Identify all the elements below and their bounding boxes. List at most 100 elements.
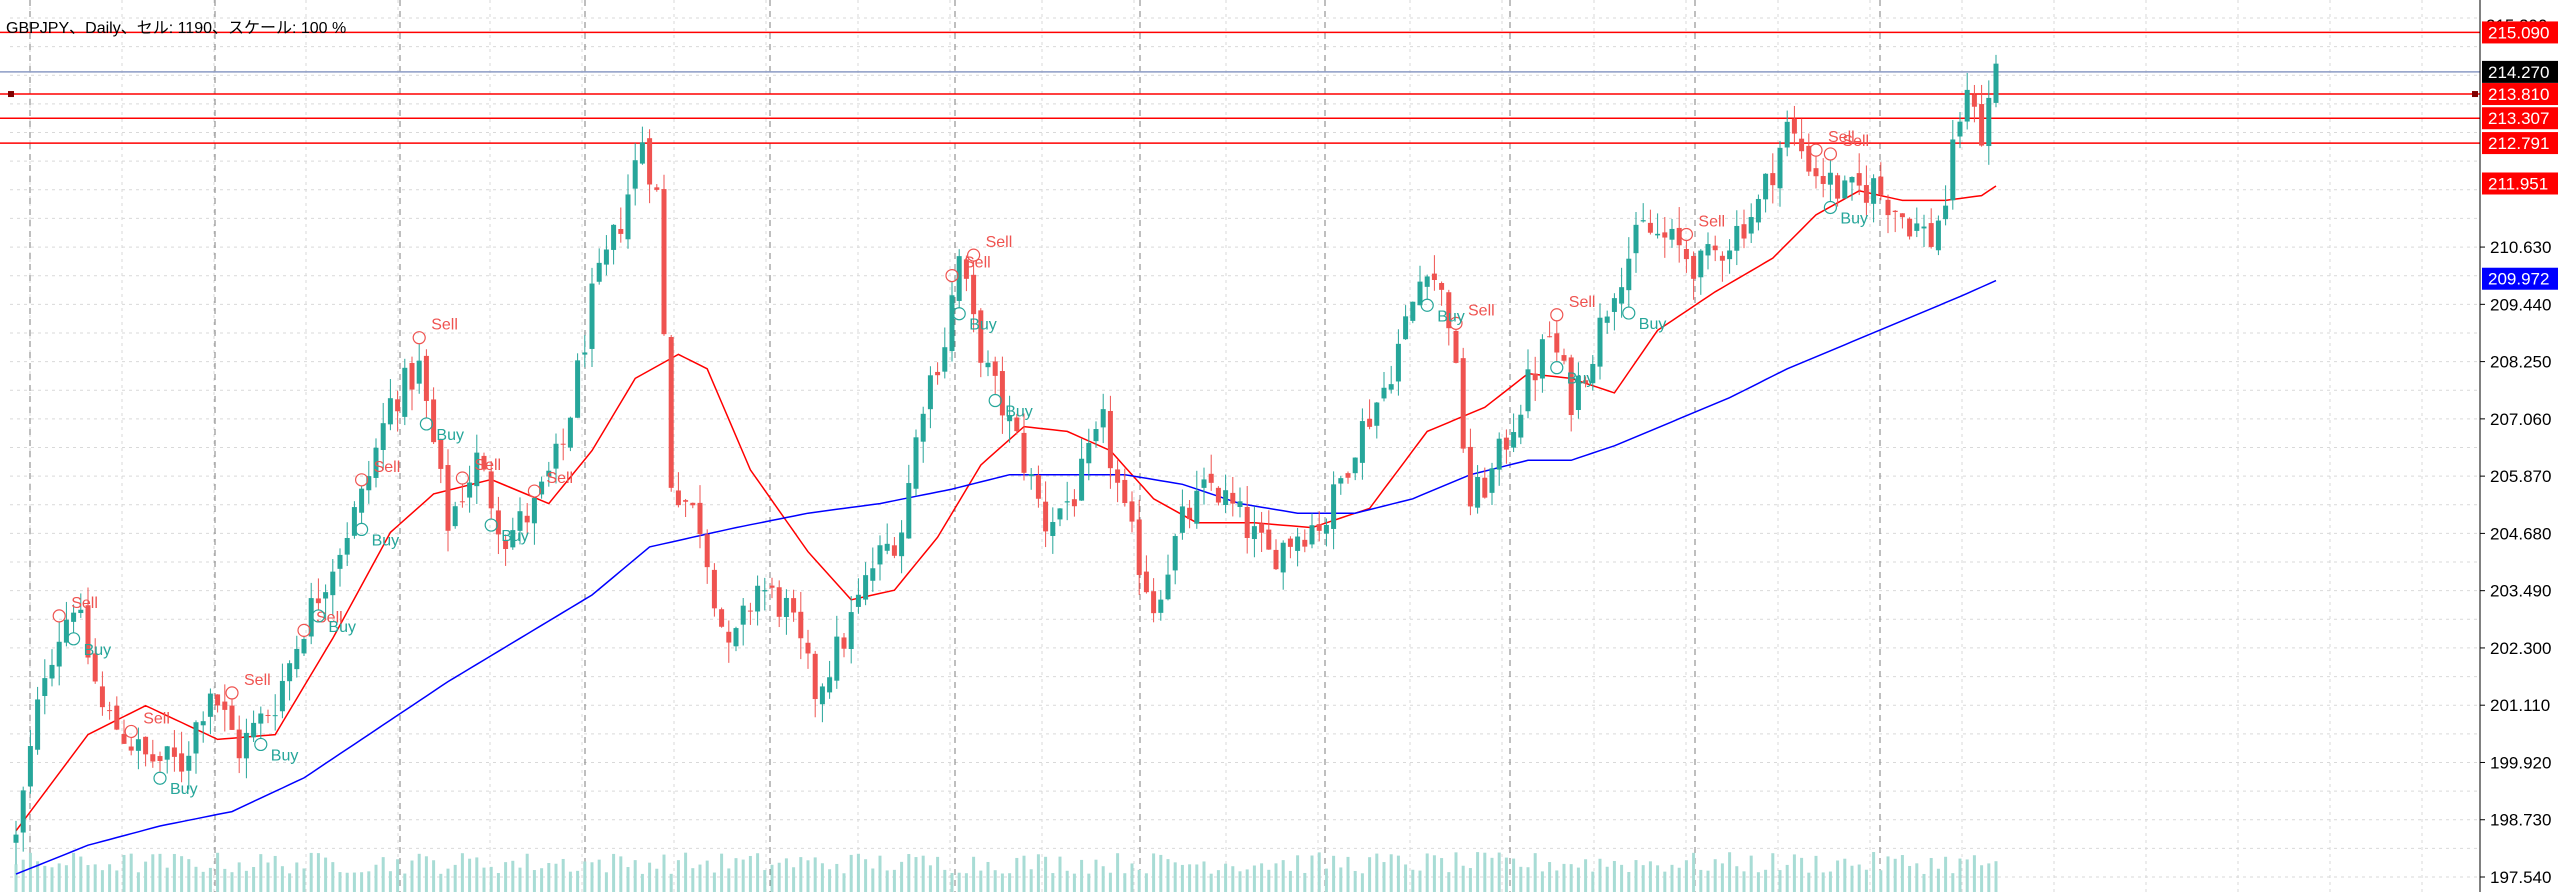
volume-bar (712, 872, 716, 892)
volume-bar (1836, 860, 1840, 892)
candle-body (42, 678, 48, 697)
candle-body (884, 543, 890, 551)
candle-body (697, 502, 703, 535)
volume-bar (151, 854, 155, 892)
buy-signal-label: Buy (271, 747, 299, 764)
volume-bar (1562, 863, 1566, 892)
volume-bar (1620, 864, 1624, 892)
volume-bar (770, 864, 774, 892)
volume-bar (374, 864, 378, 892)
volume-bar (1864, 869, 1868, 892)
line-handle-left[interactable] (8, 91, 14, 98)
volume-bar (1324, 868, 1328, 892)
candle-body (1446, 292, 1452, 329)
candle-body (531, 498, 537, 524)
price-badge (2482, 60, 2558, 83)
volume-bar (900, 861, 904, 892)
volume-bar (288, 873, 292, 892)
volume-bar (878, 855, 882, 892)
volume-bar (460, 853, 464, 892)
price-axis-label: 198.730 (2490, 811, 2551, 830)
candle-body (1525, 369, 1531, 412)
candle-body (827, 677, 833, 693)
volume-bar (1807, 872, 1811, 892)
volume-bar (1360, 873, 1364, 892)
candle-body (1151, 591, 1157, 614)
candle-body (1352, 457, 1358, 474)
volume-bar (1533, 853, 1537, 892)
candle-body (1950, 139, 1956, 201)
volume-bar (1886, 856, 1890, 892)
volume-bar (525, 853, 529, 892)
candle-body (1086, 443, 1092, 464)
volume-bar (1008, 873, 1012, 892)
volume-bar (1180, 864, 1184, 892)
candle-body (423, 355, 429, 401)
volume-bar (1641, 865, 1645, 892)
volume-bar (576, 870, 580, 892)
volume-bar (1526, 867, 1530, 892)
candle-body (63, 619, 69, 643)
candle-body (1374, 402, 1380, 426)
line-handle-right[interactable] (2472, 91, 2478, 98)
candle-body (1280, 542, 1286, 573)
volume-bar (1044, 856, 1048, 892)
volume-bar (1396, 855, 1400, 892)
buy-signal-marker (952, 307, 966, 321)
volume-bar (468, 858, 472, 892)
horizontal-price-lines[interactable] (0, 31, 2480, 144)
candle-body (1763, 173, 1769, 200)
volume-bar (619, 856, 623, 892)
price-axis-label: 209.440 (2490, 295, 2551, 314)
volume-bar (777, 862, 781, 892)
candle-body (942, 347, 948, 372)
candle-body (1669, 228, 1675, 240)
candle-body (1143, 571, 1149, 593)
volume-bar (1814, 855, 1818, 892)
volume-bar (1576, 867, 1580, 892)
volume-bar (1281, 860, 1285, 892)
volume-bar (1440, 858, 1444, 892)
candle-body (1223, 490, 1229, 506)
price-axis[interactable]: 215.390 210.630209.440208.250207.060205.… (2479, 0, 2558, 892)
candle-body (1187, 507, 1193, 520)
candle-body (359, 488, 365, 513)
candle-body (395, 399, 401, 412)
candle-body (452, 506, 458, 527)
sell-signal-label: Sell (1698, 213, 1725, 230)
volume-bar (849, 854, 853, 892)
candle-body (1539, 339, 1545, 379)
volume-bar (1260, 863, 1264, 892)
volume-bar (1519, 866, 1523, 892)
candle-body (294, 648, 300, 670)
candle-body (1021, 432, 1027, 473)
volume-bar (1980, 865, 1984, 892)
volume-bar (475, 857, 479, 892)
volume-bar (14, 864, 18, 892)
price-badge-label: 209.972 (2488, 270, 2549, 289)
candle-body (351, 507, 357, 536)
volume-bar (1663, 871, 1667, 892)
buy-signal-marker (988, 393, 1002, 408)
volume-bar (338, 872, 342, 892)
sell-signal-label: Sell (474, 457, 501, 474)
price-badge-label: 213.307 (2488, 109, 2549, 128)
candle-body (1849, 176, 1855, 183)
candle-body (1993, 63, 1999, 103)
candle-body (179, 753, 185, 772)
sell-signal-label: Sell (1569, 294, 1596, 311)
sell-signal-marker (966, 248, 981, 262)
candle-body (1568, 357, 1574, 416)
candle-body (1561, 355, 1567, 361)
volume-bar (648, 862, 652, 892)
candle-body (1871, 178, 1877, 204)
candle-body (963, 259, 969, 279)
candle-body (999, 371, 1005, 416)
volume-bar (1843, 858, 1847, 892)
volume-bar (1310, 855, 1314, 892)
candle-body (855, 594, 861, 607)
candle-body (13, 834, 19, 843)
volume-bar (1677, 867, 1681, 892)
